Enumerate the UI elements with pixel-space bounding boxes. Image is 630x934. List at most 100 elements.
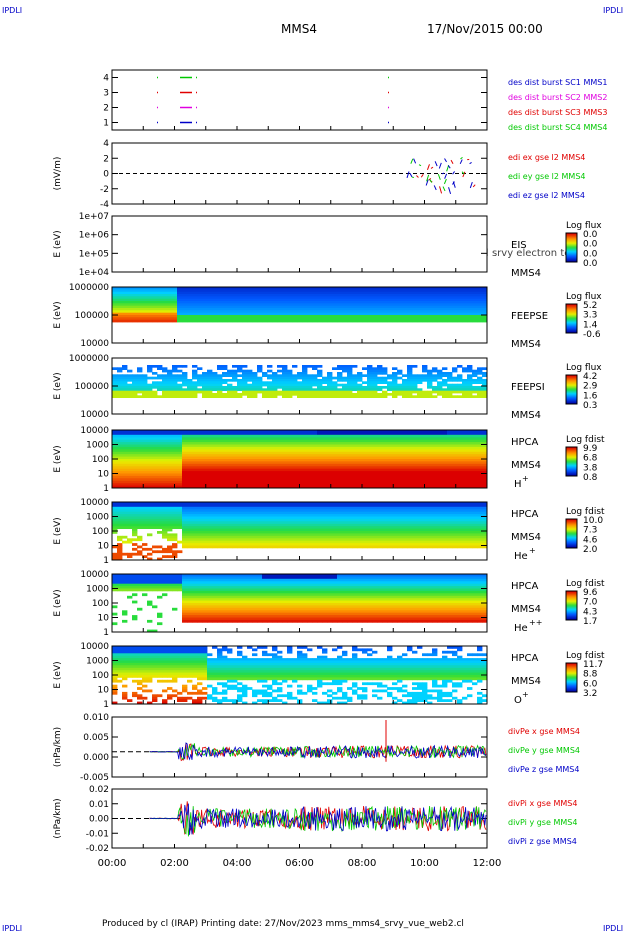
hpca_h-cell xyxy=(187,449,193,453)
hpca_h-cell xyxy=(432,466,438,470)
hpca_h-cell xyxy=(152,483,158,486)
hpca_he-cell xyxy=(167,504,173,508)
feeps_e-cell xyxy=(252,317,258,320)
feeps_e-cell xyxy=(402,296,408,299)
hpca_h-cell xyxy=(377,454,383,457)
eis-cbar-step xyxy=(566,248,577,250)
feeps_e-cell xyxy=(167,315,173,318)
feeps_e-cell xyxy=(317,296,323,299)
feeps_i-cell xyxy=(302,388,308,391)
feeps_e-cell xyxy=(372,303,378,306)
feeps_e-cell xyxy=(282,294,288,297)
feeps_e-cell xyxy=(212,296,218,299)
feeps_i-cell xyxy=(202,386,208,389)
feeps_i-cell xyxy=(122,383,128,387)
feeps_e-cell xyxy=(142,305,148,309)
feeps_i-cell xyxy=(162,386,168,389)
feeps_i-cell xyxy=(367,388,373,391)
hpca_h-cell xyxy=(187,480,193,484)
hpca_h-cell xyxy=(437,430,443,433)
hpca_h-cell xyxy=(177,466,183,470)
hpca_h-cell xyxy=(232,434,238,438)
feeps_e-cell xyxy=(357,315,363,318)
feeps_e-cell xyxy=(377,296,383,299)
hpca_he-cell xyxy=(257,509,263,513)
feeps_e-cell xyxy=(262,308,268,311)
hpca_he-cell xyxy=(117,504,123,508)
feeps_e-cell xyxy=(207,319,213,323)
hpca_h-cell xyxy=(427,471,433,474)
hpca_he-cell xyxy=(287,506,293,510)
feeps_e-cell xyxy=(422,308,428,311)
hpca_h-cell xyxy=(257,430,263,433)
hpca_h-cell xyxy=(202,446,208,450)
feeps_i-cell xyxy=(462,388,468,391)
hpca_he-cell xyxy=(112,557,118,561)
feeps_i-cell xyxy=(202,395,208,398)
hpca_h-cell xyxy=(432,446,438,450)
feeps_i-cell xyxy=(362,390,368,394)
feeps_i-cell xyxy=(482,374,488,377)
hpca_h-cell xyxy=(447,459,453,462)
hpca_h-cell xyxy=(192,475,198,479)
feeps_e-cell xyxy=(177,303,183,306)
feeps_e-cell xyxy=(227,301,233,304)
hpca_h-cell xyxy=(327,454,333,457)
hpca_h-cell xyxy=(432,456,438,460)
hpca_h-cell xyxy=(477,444,483,448)
feeps_i-cell xyxy=(467,365,473,368)
feeps_e-cbar-step xyxy=(566,322,577,324)
hpca_he-cell xyxy=(192,514,198,517)
hpca_h-cell xyxy=(242,434,248,438)
feeps_e-cell xyxy=(367,317,373,320)
hpca_h-cell xyxy=(457,468,463,472)
hpca_he-cell xyxy=(322,516,328,520)
hpca_h-cell xyxy=(357,485,363,489)
feeps_i-cell xyxy=(282,390,288,394)
hpca_h-cell xyxy=(317,463,323,467)
hpca_h-cbar-frame xyxy=(565,446,578,477)
hpca_h-cell xyxy=(272,432,278,436)
hpca_h-cell xyxy=(482,430,488,433)
feeps_e-cell xyxy=(332,319,338,323)
hpca_he-cell xyxy=(337,509,343,513)
hpca_h-cell xyxy=(417,478,423,482)
hpca_h-cell xyxy=(457,449,463,453)
feeps_e-cell xyxy=(152,312,158,316)
feeps_i-cell xyxy=(242,369,248,373)
hpca_he-cell xyxy=(197,521,203,525)
feeps_e-cell xyxy=(282,315,288,318)
hpca_h-cell xyxy=(307,461,313,465)
hpca_h-cell xyxy=(157,478,163,482)
feeps_e-cell xyxy=(137,296,143,299)
hpca_h-cell xyxy=(272,461,278,465)
hpca_h-cell xyxy=(342,463,348,467)
feeps_i-cell xyxy=(442,379,448,382)
hpca_he-cell xyxy=(322,545,328,549)
hpca_he-cell xyxy=(237,506,243,510)
feeps_e-cell xyxy=(447,296,453,299)
hpca_h-cell xyxy=(432,475,438,479)
hpca_he-cell xyxy=(237,521,243,525)
feeps_e-cell xyxy=(417,310,423,313)
hpca_h-cell xyxy=(227,442,233,445)
feeps_e-cell xyxy=(322,303,328,306)
feeps_e-cell xyxy=(302,291,308,295)
hpca_h-cell xyxy=(422,430,428,433)
feeps_i-cell xyxy=(412,381,418,384)
feeps_i-cell xyxy=(247,386,253,389)
feeps_e-cell xyxy=(352,317,358,320)
hpca_h-cell xyxy=(212,430,218,433)
hpca_h-cell xyxy=(177,459,183,462)
feeps_e-cell xyxy=(417,315,423,318)
feeps_i-cell xyxy=(197,374,203,377)
feeps_e-cell xyxy=(352,312,358,316)
hpca_h-cell xyxy=(462,480,468,484)
hpca_h-cell xyxy=(417,432,423,436)
feeps_e-cell xyxy=(212,287,218,290)
hpca_h-cell xyxy=(177,461,183,465)
hpca_he-cell xyxy=(282,535,288,539)
feeps_e-cell xyxy=(442,310,448,313)
hpca_he-cell xyxy=(232,533,238,537)
feeps_i-cell xyxy=(142,386,148,389)
